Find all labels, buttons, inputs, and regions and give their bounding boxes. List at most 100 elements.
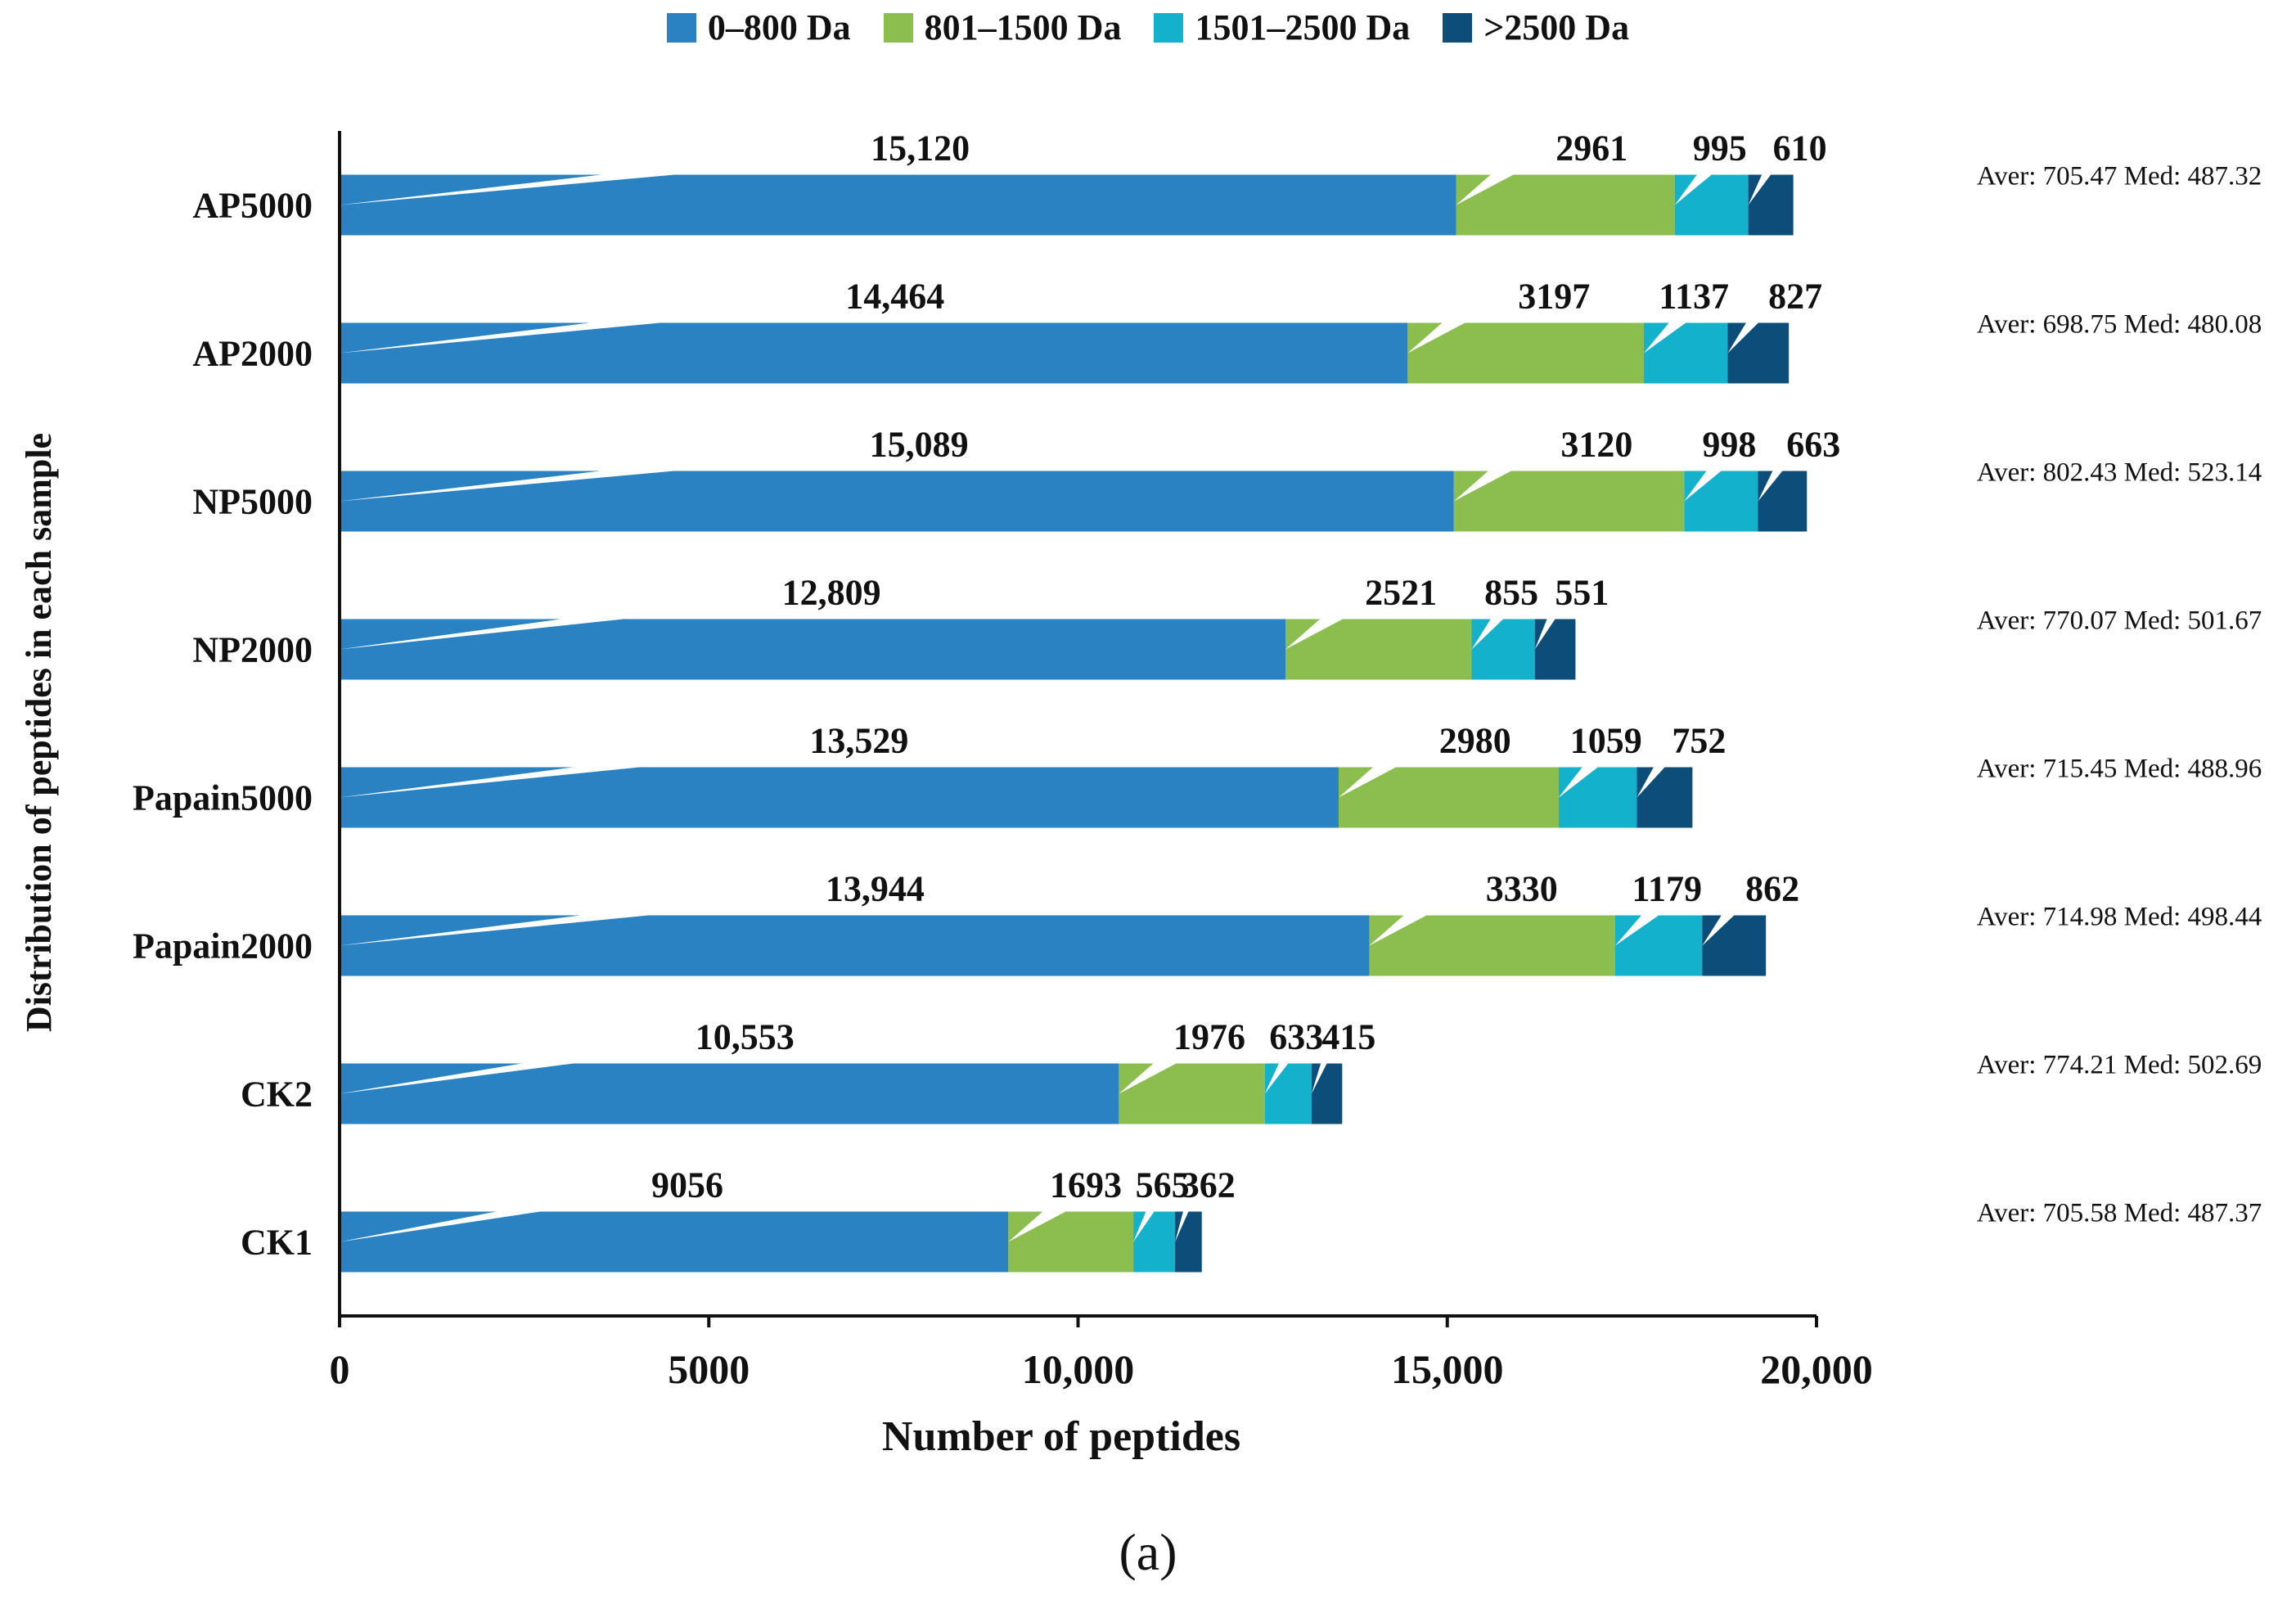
bar-segment-AP5000-3 — [1748, 174, 1794, 236]
bar-segment-NP2000-3 — [1534, 619, 1576, 680]
bar-segment-AP5000-0 — [340, 174, 1456, 236]
category-label: CK1 — [241, 1223, 313, 1263]
category-label: AP5000 — [192, 186, 313, 226]
bar-segment-NP5000-1 — [1453, 471, 1685, 532]
callout-wedge-AP2000-2 — [1643, 322, 1686, 354]
data-label-NP2000-0: 12,809 — [782, 573, 881, 613]
stats-label: Aver: 774.21 Med: 502.69 — [1977, 1051, 2262, 1080]
data-label-Papain5000-3: 752 — [1672, 721, 1726, 761]
callout-wedge-Papain2000-0 — [340, 915, 649, 946]
data-label-AP5000-0: 15,120 — [871, 128, 970, 169]
legend-item: 801–1500 Da — [883, 7, 1122, 48]
category-label: Papain2000 — [133, 926, 313, 966]
data-label-CK1-3: 362 — [1182, 1165, 1236, 1205]
data-label-NP5000-1: 3120 — [1560, 425, 1632, 465]
callout-wedge-AP5000-1 — [1456, 174, 1514, 205]
data-label-Papain5000-0: 13,529 — [809, 721, 908, 761]
bar-segment-AP2000-2 — [1643, 322, 1728, 384]
category-label: AP2000 — [192, 334, 313, 374]
x-tick-label: 15,000 — [1391, 1346, 1504, 1392]
legend-swatch — [1154, 12, 1184, 43]
x-tick-label: 0 — [330, 1346, 350, 1392]
bar-segment-Papain5000-2 — [1558, 767, 1637, 828]
data-label-Papain5000-2: 1059 — [1570, 721, 1642, 761]
callout-wedge-Papain5000-0 — [340, 767, 640, 798]
legend-label: >2500 Da — [1483, 7, 1630, 47]
bar-segment-AP5000-2 — [1674, 174, 1749, 236]
data-label-CK2-0: 10,553 — [696, 1017, 795, 1057]
category-label: NP5000 — [192, 482, 313, 522]
callout-wedge-CK2-3 — [1311, 1063, 1327, 1094]
data-label-CK2-2: 633 — [1269, 1017, 1323, 1057]
legend-swatch — [666, 12, 696, 43]
stats-label: Aver: 698.75 Med: 480.08 — [1977, 310, 2262, 340]
callout-wedge-AP5000-0 — [340, 174, 675, 205]
legend-item: 0–800 Da — [666, 7, 851, 48]
legend: 0–800 Da 801–1500 Da 1501–2500 Da >2500 Da — [0, 7, 2296, 48]
bar-segment-Papain5000-0 — [340, 767, 1339, 828]
bar-segment-NP2000-2 — [1471, 619, 1535, 680]
data-label-CK1-0: 9056 — [651, 1165, 723, 1205]
data-label-AP2000-1: 3197 — [1518, 277, 1590, 317]
x-tick-label: 20,000 — [1760, 1346, 1873, 1392]
callout-wedge-CK1-3 — [1175, 1211, 1189, 1242]
bar-segment-CK1-1 — [1008, 1211, 1134, 1273]
callout-wedge-AP5000-2 — [1674, 174, 1712, 205]
bar-segment-CK1-2 — [1133, 1211, 1176, 1273]
legend-item: 1501–2500 Da — [1154, 7, 1410, 48]
callout-wedge-CK1-0 — [340, 1211, 541, 1242]
data-label-CK1-1: 1693 — [1050, 1165, 1122, 1205]
data-label-NP5000-2: 998 — [1702, 425, 1756, 465]
callout-wedge-AP2000-3 — [1727, 322, 1758, 354]
callout-wedge-Papain2000-2 — [1614, 915, 1659, 946]
data-label-AP2000-0: 14,464 — [845, 277, 944, 317]
bar-segment-AP2000-0 — [340, 322, 1408, 384]
callout-wedge-AP2000-0 — [340, 322, 660, 354]
category-label: Papain5000 — [133, 778, 313, 818]
callout-wedge-NP2000-0 — [340, 619, 624, 650]
bar-segment-NP5000-0 — [340, 471, 1454, 532]
data-label-AP5000-1: 2961 — [1555, 128, 1627, 169]
y-axis-title: Distribution of peptides in each sample — [19, 433, 59, 1032]
callout-wedge-Papain2000-1 — [1369, 915, 1427, 946]
bar-segment-CK2-3 — [1311, 1063, 1343, 1124]
callout-wedge-CK1-2 — [1133, 1211, 1155, 1242]
data-label-CK1-2: 565 — [1136, 1165, 1190, 1205]
data-label-AP5000-3: 610 — [1773, 128, 1827, 169]
bar-segment-Papain2000-0 — [340, 915, 1370, 976]
callout-wedge-NP5000-2 — [1684, 471, 1722, 502]
legend-label: 801–1500 Da — [924, 7, 1122, 47]
legend-swatch — [883, 12, 913, 43]
category-label: NP2000 — [192, 630, 313, 670]
data-label-Papain5000-1: 2980 — [1439, 721, 1511, 761]
data-label-NP5000-0: 15,089 — [870, 425, 969, 465]
legend-swatch — [1443, 12, 1473, 43]
figure-caption: (a) — [1119, 1523, 1177, 1581]
bar-segment-CK1-0 — [340, 1211, 1009, 1273]
stats-label: Aver: 705.58 Med: 487.37 — [1977, 1199, 2262, 1228]
data-label-CK2-3: 415 — [1321, 1017, 1375, 1057]
callout-wedge-NP5000-3 — [1758, 471, 1783, 502]
data-label-NP2000-3: 551 — [1555, 573, 1609, 613]
data-label-Papain2000-2: 1179 — [1632, 869, 1702, 909]
x-tick-label: 5000 — [668, 1346, 750, 1392]
callout-wedge-CK2-2 — [1264, 1063, 1289, 1094]
callout-wedge-NP5000-0 — [340, 471, 674, 502]
x-tick-label: 10,000 — [1022, 1346, 1135, 1392]
bar-segment-Papain2000-1 — [1369, 915, 1615, 976]
callout-wedge-CK2-1 — [1119, 1063, 1177, 1094]
callout-wedge-Papain5000-2 — [1558, 767, 1598, 798]
category-label: CK2 — [241, 1075, 313, 1115]
bar-segment-Papain2000-2 — [1614, 915, 1703, 976]
bar-segment-NP2000-0 — [340, 619, 1286, 680]
data-label-CK2-1: 1976 — [1173, 1017, 1245, 1057]
callout-wedge-Papain2000-3 — [1702, 915, 1735, 946]
stats-label: Aver: 705.47 Med: 487.32 — [1977, 162, 2262, 191]
callout-wedge-NP2000-3 — [1534, 619, 1555, 650]
data-label-NP2000-1: 2521 — [1365, 573, 1437, 613]
stats-label: Aver: 802.43 Med: 523.14 — [1977, 458, 2262, 488]
bar-segment-CK2-0 — [340, 1063, 1119, 1124]
callout-wedge-Papain5000-3 — [1636, 767, 1665, 798]
stats-label: Aver: 714.98 Med: 498.44 — [1977, 903, 2262, 932]
